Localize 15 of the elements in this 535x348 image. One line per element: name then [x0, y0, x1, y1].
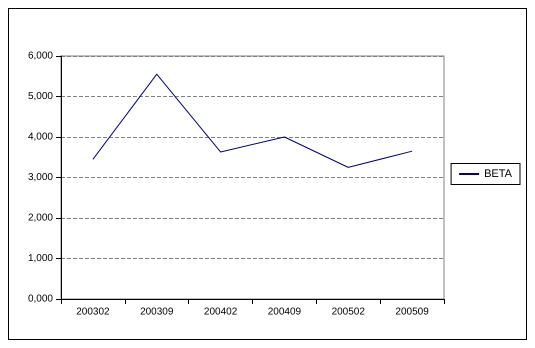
y-tick-label: 3,000	[28, 172, 54, 183]
x-tick-label: 200509	[395, 306, 430, 318]
x-tick-label: 200402	[204, 306, 238, 318]
y-tick-label: 4,000	[28, 132, 54, 142]
y-tick-label: 6,000	[28, 50, 54, 62]
y-tick-label: 2,000	[28, 212, 54, 224]
x-tick-label: 200302	[76, 306, 110, 318]
legend-label: BETA	[484, 168, 513, 180]
y-tick-label: 1,000	[28, 253, 54, 264]
y-tick-label: 5,000	[28, 91, 54, 102]
x-tick-label: 200409	[268, 306, 302, 318]
x-tick-label: 200502	[332, 306, 366, 318]
line-series	[92, 74, 413, 168]
y-tick-label: 0,000	[28, 294, 54, 304]
x-tick-label: 200309	[140, 306, 174, 318]
